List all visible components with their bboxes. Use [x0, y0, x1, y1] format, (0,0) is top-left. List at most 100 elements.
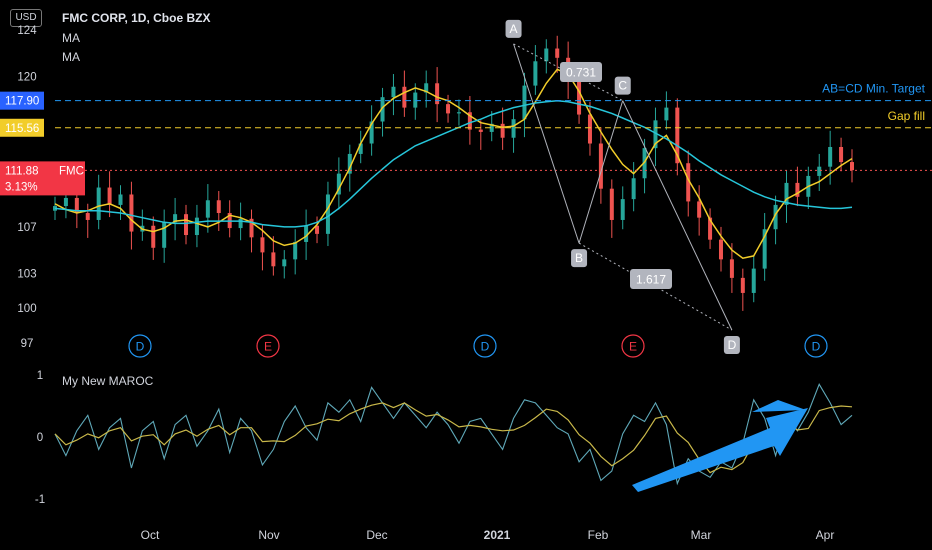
candle-body [511, 119, 516, 138]
candle-body [708, 217, 713, 240]
candle-body [489, 123, 494, 132]
event-badge-circle [473, 334, 497, 358]
candle-body [773, 204, 778, 230]
target-label: AB=CD Min. Target [822, 82, 925, 96]
last-price-tag-bg [0, 161, 85, 196]
ratio-label-ac: 0.731 [566, 66, 596, 80]
last-price-symbol: FMC [59, 165, 84, 177]
currency-badge: USD [10, 9, 42, 27]
harmonic-pattern-layer: A B C D 0.731 1.617 [505, 19, 740, 355]
indicator-tick-2: -1 [35, 494, 45, 506]
candle-body [238, 218, 243, 229]
candle-body [74, 197, 79, 214]
levels-layer: AB=CD Min. Target Gap fill 117.90 115.56 111… [0, 82, 932, 196]
candle-body [850, 162, 854, 171]
candle-body [675, 107, 680, 164]
gapfill-price-tag: 115.56 [5, 123, 39, 135]
event-badge-D: D [812, 340, 821, 354]
event-badge-circle [621, 334, 645, 358]
target-price-tag-bg [0, 91, 44, 110]
candle-body [391, 86, 396, 98]
price-tick-0: 124 [17, 25, 37, 37]
candle-body [216, 200, 221, 214]
candle-body [762, 229, 767, 269]
pattern-point-bg [614, 76, 631, 95]
ma-label-1: MA [62, 31, 80, 45]
candle-body [718, 239, 723, 260]
event-badge-E: E [629, 340, 637, 354]
candle-body [620, 199, 625, 220]
candle-body [555, 48, 560, 58]
candle-body [522, 85, 527, 120]
candle-body [249, 218, 254, 238]
time-tick-3: 2021 [484, 528, 511, 542]
candle-body [533, 61, 538, 86]
price-tick-3: 103 [17, 268, 36, 280]
candle-body [609, 188, 614, 220]
candle-body [795, 182, 800, 197]
candle-body [446, 104, 451, 114]
gap-fill-label: Gap fill [888, 109, 925, 123]
pattern-leg [513, 43, 580, 244]
indicator-tick-1: 0 [37, 432, 43, 444]
event-badge-circle [256, 334, 280, 358]
last-price-value: 111.88 [5, 165, 38, 177]
ratio-label-bd: 1.617 [636, 273, 666, 287]
axes-layer: 124 120 107 103 100 97 Oct Nov Dec 2021 Feb Mar Apr [17, 25, 834, 542]
candle-body [380, 97, 385, 122]
event-badge-D: D [136, 340, 145, 354]
time-tick-5: Mar [691, 528, 712, 542]
candle-body [631, 178, 636, 200]
divergence-arrow-lower [632, 408, 808, 492]
maroc-signal-line [54, 402, 853, 474]
event-badge-D: D [481, 340, 490, 354]
candle-body [205, 200, 210, 218]
price-tick-4: 100 [17, 303, 36, 315]
candle-body [839, 146, 844, 163]
candle-body [413, 92, 418, 108]
candle-body [129, 194, 134, 232]
candle-body [478, 129, 483, 132]
candle-body [118, 194, 123, 205]
pattern-point-D: D [728, 338, 737, 352]
candles-layer [53, 35, 854, 311]
pattern-ratio-line [578, 242, 733, 331]
pattern-point-bg [723, 336, 740, 355]
candle-body [686, 163, 691, 202]
candle-body [184, 214, 189, 236]
candle-body [336, 173, 341, 195]
candle-body [784, 182, 789, 205]
indicator-tick-0: 1 [37, 370, 43, 382]
pattern-leg [578, 100, 624, 244]
pattern-leg [622, 100, 733, 331]
candle-body [664, 107, 669, 121]
ma-slow-line [54, 99, 853, 228]
pattern-point-bg [505, 19, 522, 38]
indicator-title: My New MAROC [62, 374, 154, 388]
price-tick-5: 97 [21, 338, 34, 350]
pattern-point-C: C [618, 79, 627, 93]
ma-fast-line [54, 68, 853, 260]
candle-body [304, 225, 309, 242]
candle-body [271, 252, 276, 267]
candle-body [653, 120, 658, 149]
time-tick-0: Oct [141, 528, 160, 542]
candle-body [598, 143, 603, 189]
time-tick-6: Apr [816, 528, 835, 542]
ma-lines-layer [54, 68, 853, 260]
candle-body [817, 166, 822, 176]
candle-body [173, 214, 178, 223]
event-badge-circle [128, 334, 152, 358]
candle-body [740, 277, 745, 293]
gapfill-price-tag-bg [0, 118, 44, 137]
candle-body [456, 112, 461, 114]
candle-body [107, 187, 112, 205]
candle-body [63, 197, 68, 207]
candle-body [435, 83, 440, 105]
ma-label-2: MA [62, 50, 80, 64]
candle-body [151, 225, 156, 248]
candle-body [260, 237, 265, 253]
candle-body [369, 121, 374, 144]
candle-body [282, 259, 287, 267]
